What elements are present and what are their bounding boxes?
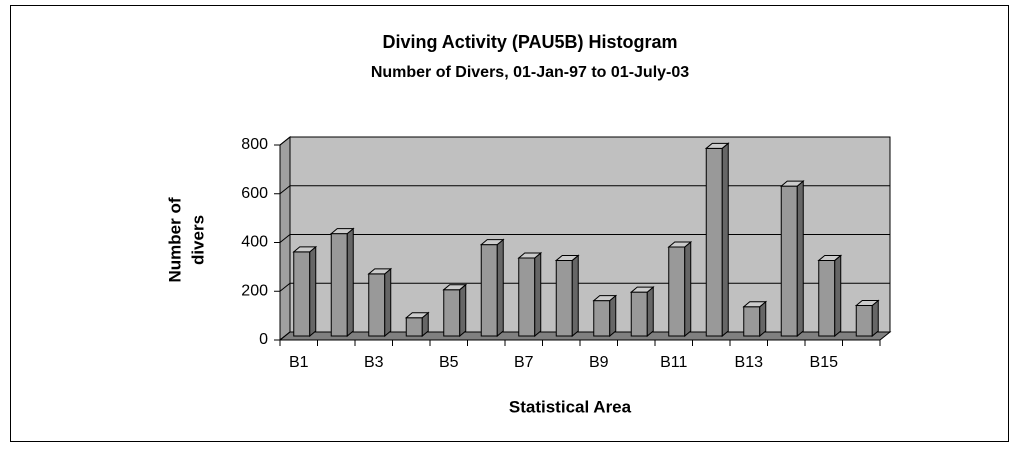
- bar-face: [404, 312, 430, 319]
- bar-face: [534, 251, 542, 338]
- bar: [554, 254, 580, 338]
- bar-face: [871, 299, 879, 338]
- bar: [329, 227, 355, 338]
- bar: [517, 251, 543, 338]
- y-tick-label: 400: [241, 234, 268, 251]
- bar: [367, 267, 393, 338]
- bar-face: [554, 254, 580, 261]
- bar-face: [442, 284, 468, 291]
- bar-face: [592, 295, 618, 302]
- bar: [854, 299, 880, 338]
- bar-face: [630, 291, 648, 337]
- grid-line: [279, 234, 890, 243]
- bar-face: [796, 180, 804, 338]
- bar-face: [721, 142, 729, 338]
- bar-face: [818, 259, 836, 337]
- bar: [292, 245, 318, 338]
- bar: [629, 286, 655, 338]
- y-tick-label: 200: [241, 282, 268, 299]
- bar-face: [571, 254, 579, 338]
- bar-face: [555, 259, 573, 337]
- chart-subtitle: Number of Divers, 01-Jan-97 to 01-July-0…: [371, 64, 689, 81]
- x-tick-label: B13: [735, 354, 764, 371]
- bar-face: [309, 245, 317, 338]
- bar-face: [593, 300, 611, 337]
- bar-face: [443, 289, 461, 337]
- y-axis-title: divers: [188, 215, 207, 265]
- bar: [667, 240, 693, 338]
- bar-face: [855, 305, 873, 337]
- grid-line: [279, 136, 890, 146]
- x-tick-label: B5: [439, 354, 459, 371]
- x-axis-title: Statistical Area: [509, 397, 632, 416]
- bar-face: [742, 301, 768, 308]
- bar: [704, 142, 730, 338]
- y-axis-title: Number of: [165, 197, 184, 282]
- bar-face: [459, 283, 467, 338]
- bar: [817, 254, 843, 338]
- bar-face: [517, 252, 543, 259]
- bar-face: [759, 300, 767, 338]
- bar-face: [329, 228, 355, 235]
- chart-title: Diving Activity (PAU5B) Histogram: [382, 32, 677, 52]
- bar-face: [646, 286, 654, 338]
- bar-face: [779, 180, 805, 187]
- x-tick-label: B11: [660, 354, 687, 371]
- bar-face: [629, 286, 655, 293]
- bar-face: [743, 306, 761, 337]
- bar-face: [293, 251, 311, 337]
- bar: [742, 300, 768, 338]
- bar-face: [367, 268, 393, 275]
- bar-face: [854, 300, 880, 307]
- bar-face: [346, 227, 354, 338]
- bar-face: [496, 238, 504, 338]
- bar-face: [668, 246, 686, 337]
- x-tick-label: B1: [289, 354, 309, 371]
- x-tick-label: B9: [589, 354, 609, 371]
- bar-face: [480, 244, 498, 337]
- bar: [592, 294, 618, 338]
- bar-face: [704, 142, 730, 149]
- bar: [479, 238, 505, 338]
- bar-face: [834, 254, 842, 338]
- bar-face: [780, 185, 798, 337]
- bar-face: [384, 267, 392, 338]
- grid-line: [279, 185, 890, 195]
- y-tick-label: 600: [241, 185, 268, 202]
- bar-face: [330, 233, 348, 337]
- bar-face: [705, 147, 723, 337]
- x-tick-label: B7: [514, 354, 534, 371]
- bar-face: [368, 273, 386, 337]
- bar-face: [609, 294, 617, 338]
- bar-face: [684, 240, 692, 338]
- y-tick-label: 800: [241, 136, 268, 153]
- bar: [442, 283, 468, 338]
- bar-face: [479, 239, 505, 246]
- bar-face: [292, 246, 318, 253]
- bar-face: [518, 257, 536, 337]
- bar-face: [817, 254, 843, 261]
- bar-face: [667, 241, 693, 248]
- x-tick-label: B15: [810, 354, 839, 371]
- bar: [779, 180, 805, 338]
- y-tick-label: 0: [259, 331, 268, 348]
- x-tick-label: B3: [364, 354, 384, 371]
- bar-face: [405, 317, 423, 337]
- bar: [404, 311, 430, 338]
